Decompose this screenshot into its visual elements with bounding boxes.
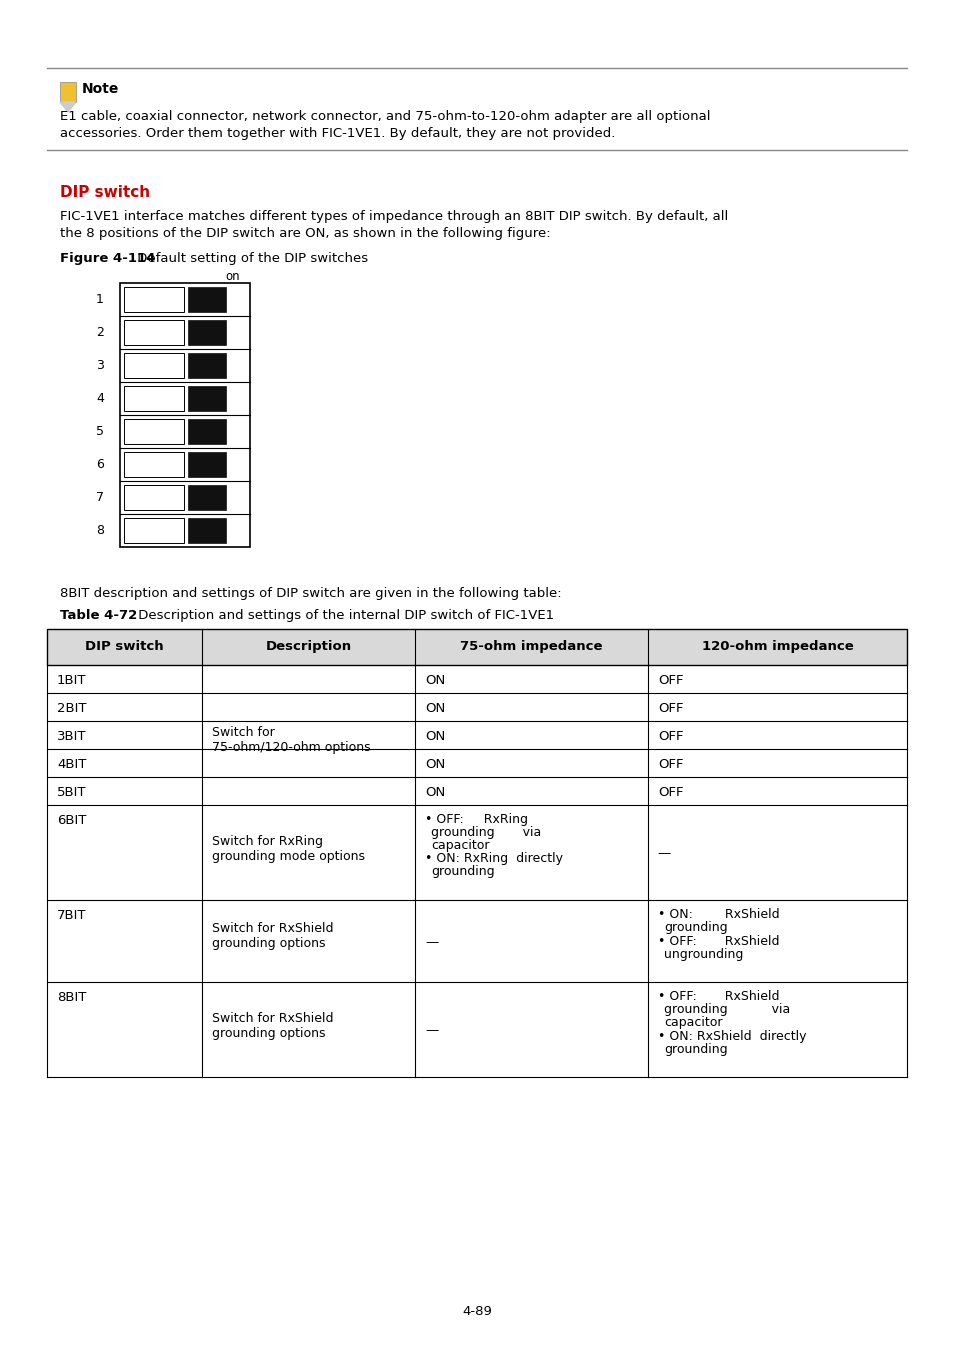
Text: Switch for RxShield
grounding options: Switch for RxShield grounding options [213, 922, 334, 950]
Text: ON: ON [424, 674, 445, 687]
Text: 6BIT: 6BIT [57, 814, 87, 828]
Text: Figure 4-114: Figure 4-114 [60, 252, 155, 265]
Text: 3BIT: 3BIT [57, 730, 87, 742]
Text: 4: 4 [96, 392, 104, 405]
Bar [188, 518, 226, 543]
Text: 1: 1 [96, 293, 104, 306]
Text: —: — [424, 1025, 437, 1037]
Text: • OFF:       RxShield: • OFF: RxShield [658, 990, 779, 1003]
Bar [124, 352, 184, 378]
Bar [188, 320, 226, 346]
Text: ON: ON [424, 786, 445, 799]
Text: grounding           via: grounding via [663, 1003, 789, 1017]
Text: • OFF:       RxShield: • OFF: RxShield [658, 936, 779, 948]
Text: 75-ohm impedance: 75-ohm impedance [459, 640, 602, 653]
Text: 8: 8 [96, 524, 104, 537]
Text: accessories. Order them together with FIC-1VE1. By default, they are not provide: accessories. Order them together with FI… [60, 127, 615, 140]
Bar [124, 418, 184, 444]
Text: • ON: RxRing  directly: • ON: RxRing directly [424, 852, 562, 865]
Bar [124, 288, 184, 312]
Text: 8BIT description and settings of DIP switch are given in the following table:: 8BIT description and settings of DIP swi… [60, 587, 561, 599]
Text: 120-ohm impedance: 120-ohm impedance [700, 640, 852, 653]
Text: Description and settings of the internal DIP switch of FIC-1VE1: Description and settings of the internal… [133, 609, 554, 622]
Text: ON: ON [424, 730, 445, 742]
Bar [188, 352, 226, 378]
Text: on: on [225, 270, 239, 284]
Bar [188, 288, 226, 312]
Text: grounding: grounding [663, 921, 727, 934]
Text: FIC-1VE1 interface matches different types of impedance through an 8BIT DIP swit: FIC-1VE1 interface matches different typ… [60, 211, 727, 223]
Polygon shape [60, 103, 76, 112]
Text: • ON:        RxShield: • ON: RxShield [658, 909, 779, 921]
Text: 4-89: 4-89 [461, 1305, 492, 1318]
Bar [124, 386, 184, 410]
Text: —: — [658, 846, 670, 860]
Text: 4BIT: 4BIT [57, 757, 87, 771]
Text: • ON: RxShield  directly: • ON: RxShield directly [658, 1030, 805, 1044]
Bar [47, 629, 906, 666]
Bar [124, 320, 184, 346]
Bar [188, 452, 226, 477]
Text: Table 4-72: Table 4-72 [60, 609, 137, 622]
Text: grounding: grounding [663, 1044, 727, 1056]
Text: Note: Note [82, 82, 119, 96]
Bar [188, 485, 226, 510]
Text: grounding       via: grounding via [431, 826, 540, 838]
Text: 5: 5 [96, 425, 104, 437]
Text: ungrounding: ungrounding [663, 948, 742, 961]
Text: Description: Description [265, 640, 352, 653]
Text: DIP switch: DIP switch [60, 185, 150, 200]
Text: 2BIT: 2BIT [57, 702, 87, 716]
Text: OFF: OFF [658, 757, 682, 771]
Text: 1BIT: 1BIT [57, 674, 87, 687]
Text: Switch for RxRing
grounding mode options: Switch for RxRing grounding mode options [213, 836, 365, 863]
Text: capacitor: capacitor [431, 838, 489, 852]
Text: 7BIT: 7BIT [57, 909, 87, 922]
Text: Default setting of the DIP switches: Default setting of the DIP switches [132, 252, 368, 265]
Text: 7: 7 [96, 491, 104, 504]
Bar [124, 485, 184, 510]
Text: capacitor: capacitor [663, 1017, 721, 1029]
Text: 5BIT: 5BIT [57, 786, 87, 799]
Text: 2: 2 [96, 325, 104, 339]
Text: grounding: grounding [431, 865, 494, 878]
Bar [120, 284, 250, 547]
Text: Switch for
75-ohm/120-ohm options: Switch for 75-ohm/120-ohm options [213, 726, 371, 755]
Bar [188, 386, 226, 410]
Text: 3: 3 [96, 359, 104, 373]
Text: Switch for RxShield
grounding options: Switch for RxShield grounding options [213, 1012, 334, 1040]
Text: E1 cable, coaxial connector, network connector, and 75-ohm-to-120-ohm adapter ar: E1 cable, coaxial connector, network con… [60, 109, 710, 123]
Text: OFF: OFF [658, 674, 682, 687]
Text: ON: ON [424, 702, 445, 716]
Text: 8BIT: 8BIT [57, 991, 87, 1004]
Text: • OFF:     RxRing: • OFF: RxRing [424, 813, 527, 826]
Text: OFF: OFF [658, 730, 682, 742]
Bar [124, 452, 184, 477]
Bar [60, 82, 76, 103]
Text: —: — [424, 936, 437, 949]
Text: the 8 positions of the DIP switch are ON, as shown in the following figure:: the 8 positions of the DIP switch are ON… [60, 227, 550, 240]
Bar [188, 418, 226, 444]
Text: ON: ON [424, 757, 445, 771]
Text: OFF: OFF [658, 702, 682, 716]
Text: DIP switch: DIP switch [85, 640, 164, 653]
Text: 6: 6 [96, 458, 104, 471]
Bar [124, 518, 184, 543]
Text: OFF: OFF [658, 786, 682, 799]
